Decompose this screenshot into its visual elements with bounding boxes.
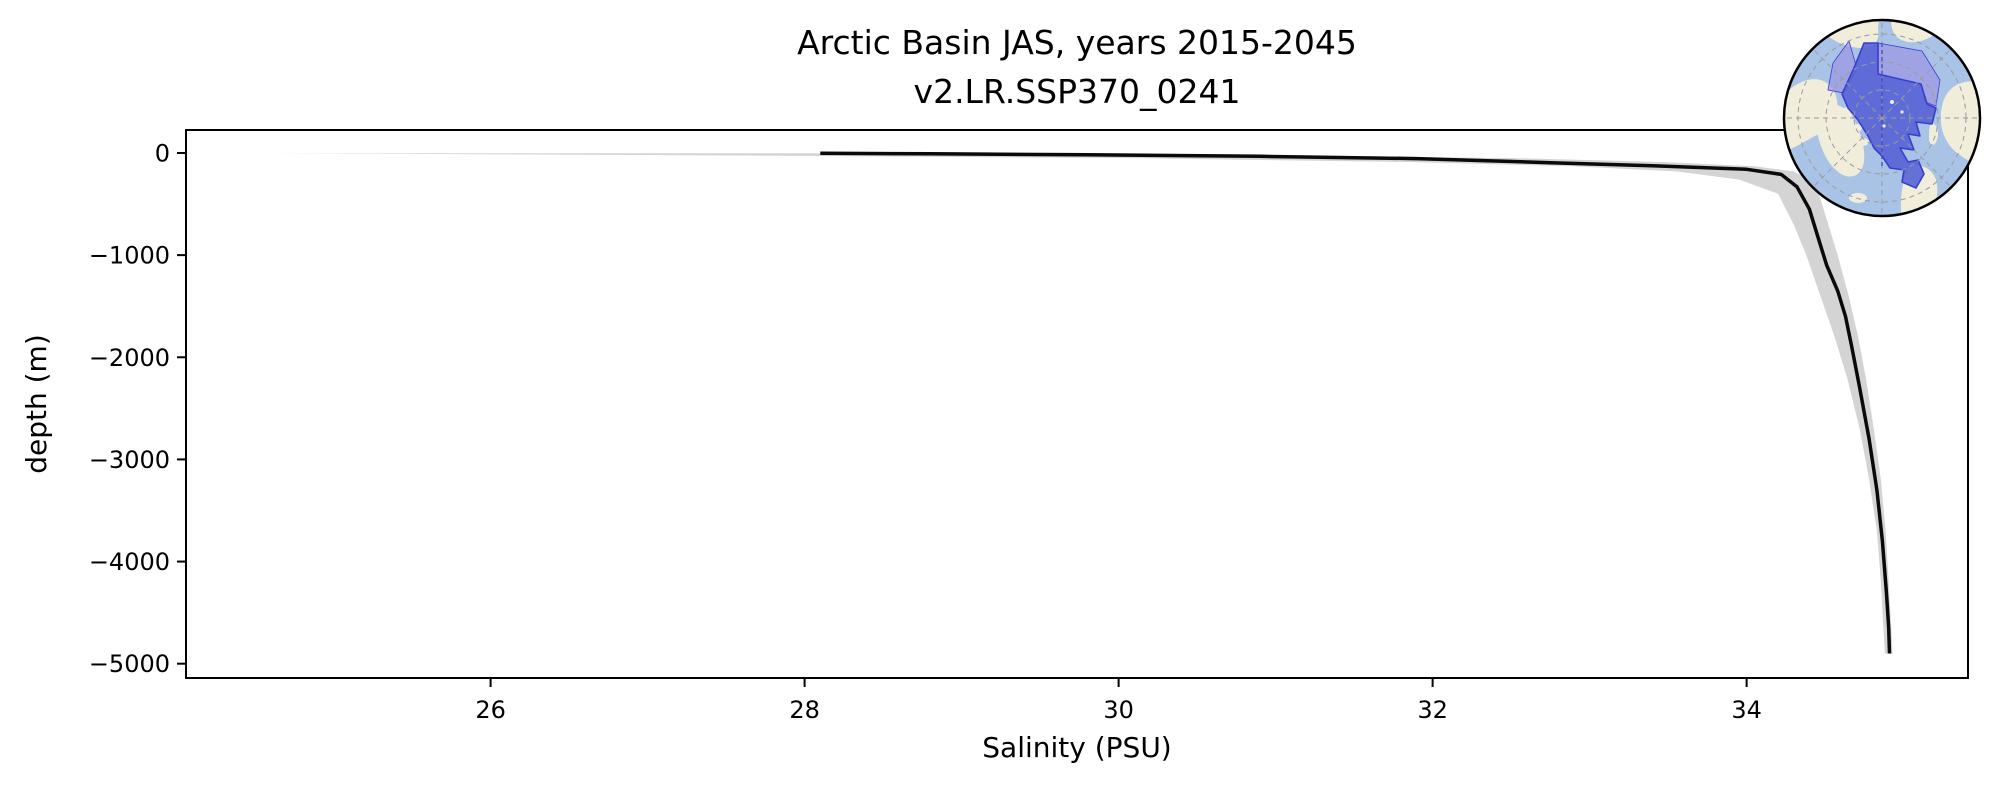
map-basin-island [1890,100,1894,104]
x-tick-label: 26 [475,696,506,724]
x-ticks: 26 28 30 32 34 [475,678,1762,724]
envelope-band [270,153,1893,654]
map-graticule [1784,20,1980,216]
plot-border [185,129,1969,679]
y-tick-label: 0 [155,139,170,167]
map-basin-island [1882,124,1886,128]
map-meridian-ray [1881,117,1952,188]
map-meridian-ray [1881,48,1952,119]
map-land-north-america [1784,79,1838,152]
chart-title: Arctic Basin JAS, years 2015-2045 [797,23,1357,62]
y-tick-label: −3000 [89,446,170,474]
x-tick-label: 30 [1103,696,1134,724]
map-land-novaya-zemlya [1929,122,1939,145]
x-tick-label: 32 [1417,696,1448,724]
arctic-basin-region [1841,42,1937,189]
mean-profile-line [820,151,1892,654]
x-axis-label: Salinity (PSU) [982,731,1171,764]
map-meridian-ray [1812,117,1883,188]
y-ticks: 0 −1000 −2000 −3000 −4000 −5000 [89,139,186,678]
plot-area: 26 28 30 32 34 0 −1000 −2000 −3000 −4000 −5000 Sa… [20,23,1969,764]
x-tick-label: 28 [789,696,820,724]
y-tick-label: −5000 [89,650,170,678]
x-tick-label: 34 [1731,696,1762,724]
map-rim [1782,18,1982,218]
y-tick-label: −1000 [89,242,170,270]
y-axis-label: depth (m) [20,334,53,474]
chart-subtitle: v2.LR.SSP370_0241 [914,72,1241,111]
y-tick-label: −2000 [89,344,170,372]
y-tick-label: −4000 [89,548,170,576]
map-meridian-ray [1812,48,1883,119]
map-basin-island [1900,110,1904,114]
